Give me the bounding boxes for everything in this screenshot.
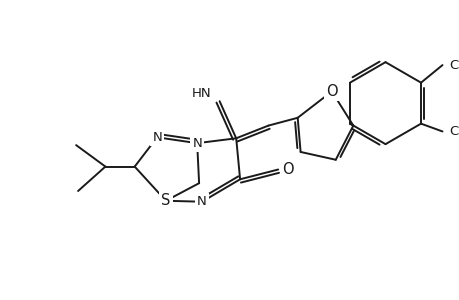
- Text: Cl: Cl: [449, 58, 459, 72]
- Text: O: O: [281, 162, 293, 177]
- Text: N: N: [192, 137, 202, 150]
- Text: O: O: [325, 84, 337, 99]
- Text: N: N: [197, 195, 207, 208]
- Text: HN: HN: [192, 87, 211, 100]
- Text: S: S: [161, 193, 170, 208]
- Text: N: N: [152, 131, 162, 144]
- Text: Cl: Cl: [449, 125, 459, 138]
